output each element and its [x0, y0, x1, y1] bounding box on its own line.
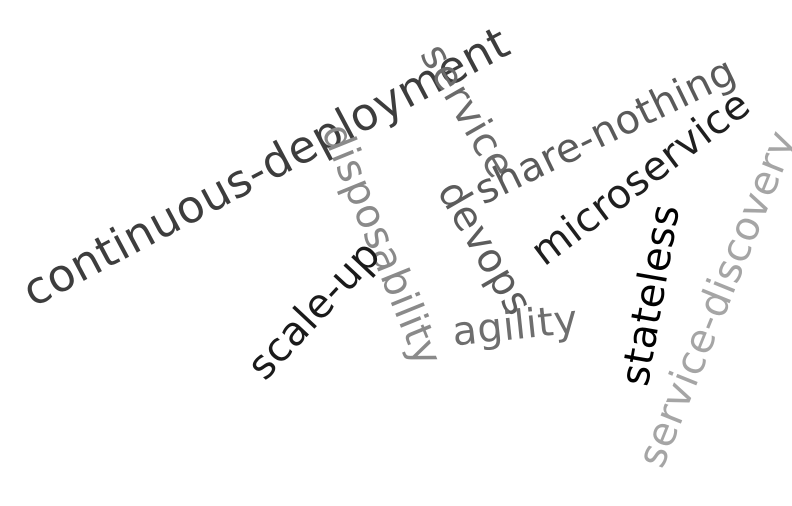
- word-disposability: disposability: [312, 117, 452, 373]
- word-scale-up: scale-up: [238, 231, 390, 389]
- word-agility: agility: [449, 296, 581, 356]
